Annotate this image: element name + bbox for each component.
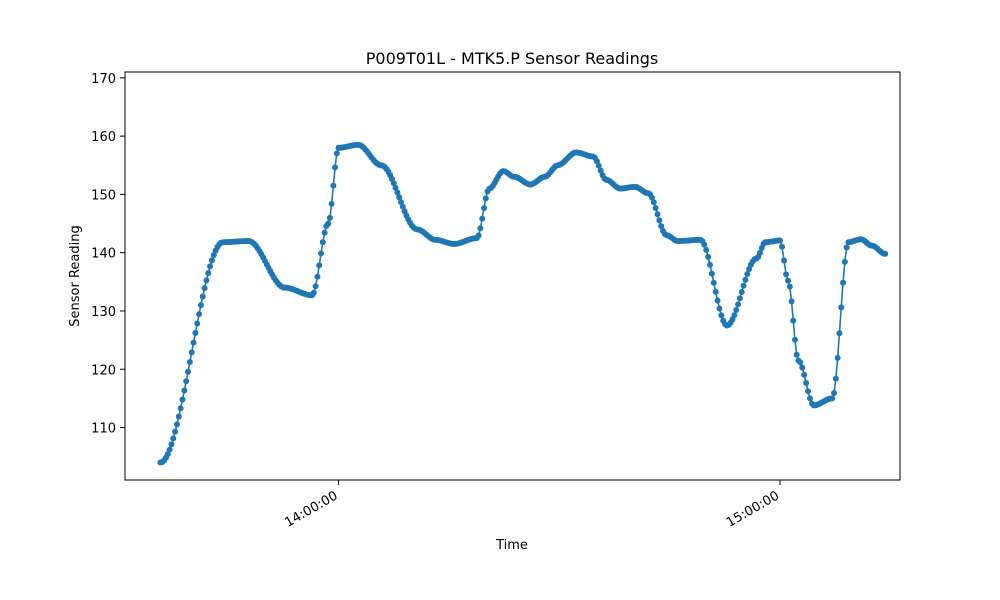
data-point bbox=[705, 254, 711, 260]
data-point bbox=[318, 250, 324, 256]
data-point bbox=[320, 239, 326, 245]
data-point bbox=[477, 225, 483, 231]
data-point bbox=[805, 388, 811, 394]
data-point bbox=[781, 258, 787, 264]
x-axis-label: Time bbox=[495, 538, 528, 553]
data-point bbox=[181, 388, 187, 394]
data-point bbox=[803, 380, 809, 386]
data-point bbox=[191, 340, 197, 346]
data-point bbox=[790, 318, 796, 324]
data-point bbox=[322, 230, 328, 236]
data-point bbox=[701, 242, 707, 248]
data-point bbox=[789, 298, 795, 304]
data-point bbox=[330, 183, 336, 189]
y-tick-label: 130 bbox=[91, 305, 116, 320]
data-point bbox=[777, 237, 783, 243]
data-point bbox=[180, 397, 186, 403]
y-tick-label: 160 bbox=[91, 130, 116, 145]
y-tick-label: 110 bbox=[91, 422, 116, 437]
data-point bbox=[653, 205, 659, 211]
data-point bbox=[733, 307, 739, 313]
data-point bbox=[713, 289, 719, 295]
data-point bbox=[707, 262, 713, 268]
data-point bbox=[801, 372, 807, 378]
data-point bbox=[481, 205, 487, 211]
data-point bbox=[196, 311, 202, 317]
data-point bbox=[779, 244, 785, 250]
data-point bbox=[332, 164, 338, 170]
data-point bbox=[838, 304, 844, 310]
data-point bbox=[172, 429, 178, 435]
data-point bbox=[842, 259, 848, 265]
data-point bbox=[882, 251, 888, 257]
y-tick-label: 170 bbox=[91, 72, 116, 87]
data-point bbox=[716, 306, 722, 312]
y-axis-label: Sensor Reading bbox=[68, 225, 83, 326]
data-point bbox=[205, 270, 211, 276]
data-point bbox=[329, 201, 335, 207]
data-point bbox=[479, 216, 485, 222]
data-point bbox=[737, 295, 743, 301]
data-point bbox=[654, 211, 660, 217]
data-point bbox=[785, 278, 791, 284]
data-point bbox=[829, 395, 835, 401]
data-point bbox=[718, 312, 724, 318]
data-point bbox=[194, 321, 200, 327]
data-point bbox=[314, 274, 320, 280]
y-tick-label: 120 bbox=[91, 363, 116, 378]
data-point bbox=[794, 352, 800, 358]
data-point bbox=[836, 330, 842, 336]
data-point bbox=[735, 301, 741, 307]
data-point bbox=[783, 271, 789, 277]
data-point bbox=[198, 302, 204, 308]
data-point bbox=[168, 441, 174, 447]
data-point bbox=[174, 421, 180, 427]
data-point bbox=[835, 355, 841, 361]
data-point bbox=[334, 150, 340, 156]
data-point bbox=[316, 262, 322, 268]
data-point bbox=[742, 277, 748, 283]
data-point bbox=[207, 263, 213, 269]
data-point bbox=[209, 257, 215, 263]
data-point bbox=[167, 447, 173, 453]
data-point bbox=[200, 293, 206, 299]
chart-title: P009T01L - MTK5.P Sensor Readings bbox=[366, 49, 658, 68]
data-point bbox=[187, 359, 193, 365]
data-point bbox=[656, 217, 662, 223]
data-point bbox=[739, 289, 745, 295]
data-point bbox=[709, 271, 715, 277]
data-point bbox=[792, 337, 798, 343]
data-point bbox=[787, 284, 793, 290]
data-point bbox=[185, 369, 191, 375]
data-point bbox=[178, 405, 184, 411]
data-point bbox=[192, 330, 198, 336]
data-point bbox=[831, 390, 837, 396]
data-point bbox=[844, 245, 850, 251]
data-point bbox=[313, 283, 319, 289]
data-point bbox=[202, 285, 208, 291]
data-point bbox=[170, 435, 176, 441]
data-point bbox=[703, 247, 709, 253]
data-point bbox=[176, 414, 182, 420]
data-point bbox=[833, 376, 839, 382]
data-point bbox=[651, 199, 657, 205]
data-point bbox=[476, 232, 482, 238]
data-point bbox=[203, 277, 209, 283]
y-tick-label: 140 bbox=[91, 247, 116, 262]
data-point bbox=[715, 298, 721, 304]
data-point bbox=[840, 280, 846, 286]
data-point bbox=[189, 349, 195, 355]
data-point bbox=[741, 283, 747, 289]
data-point bbox=[183, 378, 189, 384]
data-point bbox=[327, 215, 333, 221]
data-point bbox=[799, 365, 805, 371]
y-tick-label: 150 bbox=[91, 188, 116, 203]
data-point bbox=[711, 280, 717, 286]
data-point bbox=[483, 195, 489, 201]
data-point bbox=[325, 221, 331, 227]
data-point bbox=[311, 290, 317, 296]
